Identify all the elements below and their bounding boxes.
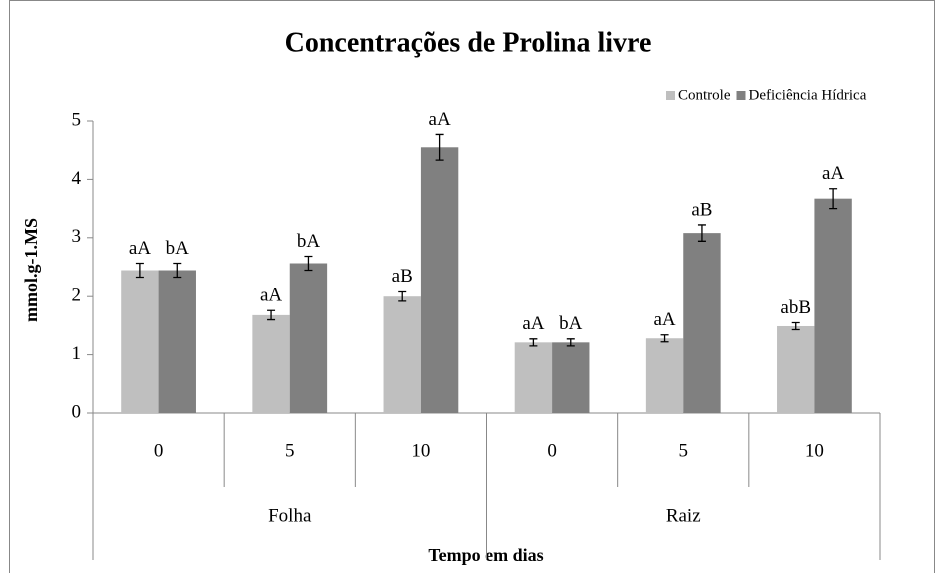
x-tick-label: 5 — [285, 440, 295, 461]
bar-letter: abB — [780, 297, 811, 318]
y-tick-label: 1 — [72, 343, 82, 364]
bar — [814, 198, 852, 413]
group-label: Folha — [268, 505, 312, 526]
x-tick-label: 5 — [679, 440, 689, 461]
error-bar — [697, 224, 706, 242]
bar-letter: aA — [260, 285, 282, 306]
bar — [121, 270, 159, 413]
bar — [683, 233, 721, 413]
bar-letter: bA — [297, 231, 321, 252]
bar — [158, 270, 196, 413]
chart-frame — [9, 0, 935, 573]
error-bar — [267, 309, 276, 321]
error-bar — [829, 188, 838, 210]
error-bar — [566, 338, 575, 347]
y-tick-label: 5 — [72, 109, 82, 130]
bar-letter: aA — [129, 238, 151, 259]
x-tick-label: 10 — [805, 440, 824, 461]
bar — [777, 325, 815, 413]
x-tick-label: 0 — [154, 440, 164, 461]
error-bar — [435, 133, 444, 161]
error-bar — [304, 255, 313, 272]
bar-letter: aB — [392, 266, 413, 287]
y-tick-label: 0 — [72, 401, 82, 422]
group-label: Raiz — [666, 505, 701, 526]
x-tick-label: 10 — [411, 440, 430, 461]
bar-letter: aA — [822, 163, 844, 184]
bar-letter: aA — [429, 109, 451, 130]
bar — [552, 342, 590, 413]
y-tick-label: 3 — [72, 226, 82, 247]
bar-letter: bA — [166, 238, 190, 259]
error-bar — [135, 262, 144, 279]
bar — [252, 314, 290, 413]
y-tick-label: 4 — [72, 168, 82, 189]
legend-swatch — [736, 91, 746, 100]
bar-letter: bA — [559, 313, 583, 334]
bar-letter: aB — [691, 199, 712, 220]
error-bar — [173, 262, 182, 279]
legend-label: Deficiência Hídrica — [749, 87, 867, 103]
bar-letter: aA — [653, 309, 675, 330]
chart-title: Concentrações de Prolina livre — [285, 27, 652, 58]
bar — [420, 147, 459, 413]
x-tick-label: 0 — [547, 440, 557, 461]
bar — [289, 263, 328, 413]
error-bar — [529, 338, 538, 347]
y-axis-title: mmol.g-1.MS — [21, 218, 41, 322]
bar-letter: aA — [522, 313, 544, 334]
y-tick-label: 2 — [72, 285, 82, 306]
error-bar — [791, 321, 800, 331]
error-bar — [660, 334, 669, 343]
error-bar — [398, 290, 407, 302]
bar — [645, 338, 684, 413]
legend-swatch — [666, 91, 675, 100]
bar — [514, 342, 553, 413]
bar — [383, 296, 421, 413]
legend-label: Controle — [678, 87, 731, 103]
